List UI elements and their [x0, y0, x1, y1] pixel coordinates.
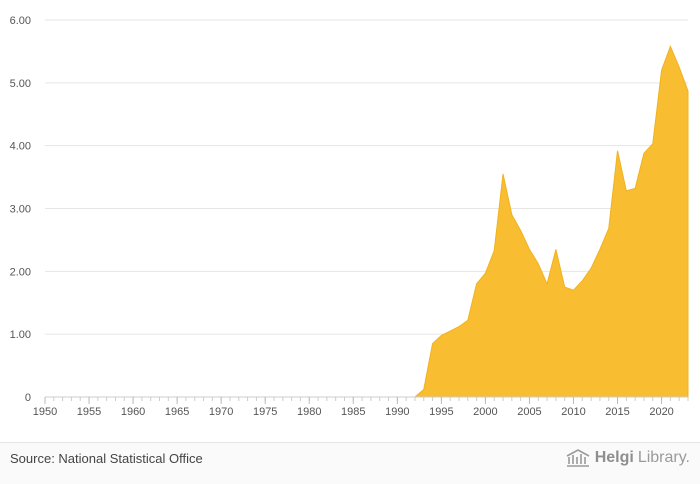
y-axis: 0 1.00 2.00 3.00 4.00 5.00 6.00	[10, 15, 31, 404]
y-tick-label: 3.00	[10, 204, 31, 216]
x-tick-label: 1980	[297, 406, 321, 418]
x-tick-label: 2000	[473, 406, 497, 418]
x-tick-label: 1995	[429, 406, 453, 418]
x-tick-label: 1985	[341, 406, 365, 418]
area-fill	[45, 46, 688, 397]
x-tick-label: 2020	[649, 406, 673, 418]
x-tick-label: 2015	[605, 406, 629, 418]
x-tick-label: 1950	[33, 406, 57, 418]
x-tick-label: 1975	[253, 406, 277, 418]
x-tick-label: 2005	[517, 406, 541, 418]
brand-name-part2: Library.	[638, 449, 690, 467]
x-axis: 1950 1955 1960 1965 1970 1975 1980 1985 1990 1995…	[33, 397, 688, 418]
x-tick-label: 1970	[209, 406, 233, 418]
x-tick-label: 1955	[77, 406, 101, 418]
x-tick-label: 1965	[165, 406, 189, 418]
source-note: Source: National Statistical Office	[10, 451, 203, 466]
area-series	[45, 46, 688, 397]
y-tick-label: 5.00	[10, 78, 31, 90]
x-tick-label: 1960	[121, 406, 145, 418]
y-tick-label: 0	[25, 392, 31, 404]
x-tick-label: 1990	[385, 406, 409, 418]
y-tick-label: 1.00	[10, 329, 31, 341]
y-tick-label: 2.00	[10, 266, 31, 278]
area-chart: 1950 1955 1960 1965 1970 1975 1980 1985 1990 1995…	[0, 0, 700, 442]
y-tick-label: 4.00	[10, 141, 31, 153]
chart-footer: Source: National Statistical Office Helg…	[0, 442, 700, 484]
x-tick-label: 2010	[561, 406, 585, 418]
brand-name-part1: Helgi	[595, 449, 634, 467]
y-tick-label: 6.00	[10, 15, 31, 27]
library-building-icon	[565, 449, 591, 467]
